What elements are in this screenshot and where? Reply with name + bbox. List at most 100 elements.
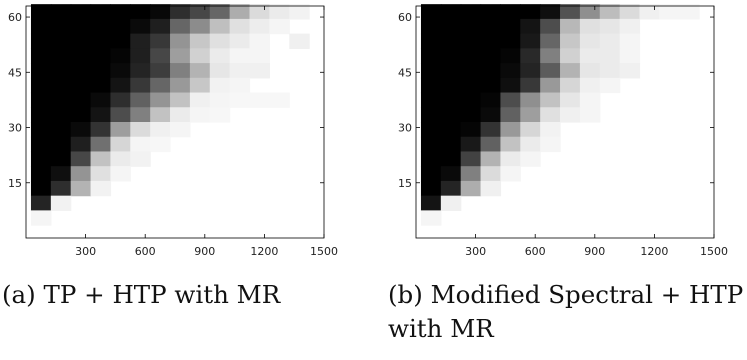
heatmap-cell: [30, 4, 52, 20]
heatmap-cell: [249, 18, 270, 35]
heatmap-cell: [209, 92, 231, 108]
heatmap-cell: [130, 63, 151, 79]
y-tick-label: 45: [398, 66, 412, 79]
heatmap-cell: [269, 18, 290, 35]
heatmap-cell: [189, 18, 211, 35]
heatmap-cell: [480, 63, 502, 79]
heatmap-cell: [500, 151, 521, 167]
heatmap-cell: [599, 4, 621, 20]
heatmap-cell: [440, 92, 462, 108]
heatmap-cell: [170, 107, 191, 123]
heatmap-cell: [30, 63, 52, 79]
heatmap-cell: [520, 63, 541, 79]
x-tick-label: 1500: [310, 245, 338, 258]
heatmap-cell: [70, 166, 92, 182]
heatmap-cell: [460, 107, 482, 123]
heatmap-cell: [70, 136, 92, 153]
heatmap-cell: [70, 151, 92, 167]
heatmap-cell: [170, 77, 191, 94]
heatmap-cell: [90, 151, 112, 167]
heatmap-cell: [50, 33, 72, 49]
heatmap-cell: [70, 92, 92, 108]
heatmap-cell: [480, 33, 502, 49]
heatmap-cell: [440, 195, 462, 211]
heatmap-cell: [560, 92, 581, 108]
x-tick-label: 300: [75, 245, 96, 258]
heatmap-cell: [579, 92, 601, 108]
heatmap-cell: [520, 77, 541, 94]
heatmap-cell: [150, 92, 171, 108]
heatmap-cell: [30, 107, 52, 123]
heatmap-cell: [269, 4, 290, 20]
heatmap-cell: [170, 4, 191, 20]
y-tick-label: 15: [398, 177, 412, 190]
heatmap-cell: [579, 4, 601, 20]
heatmap-cell: [70, 122, 92, 138]
heatmap-cell: [70, 77, 92, 94]
heatmap-cell: [50, 18, 72, 35]
heatmap-cell: [500, 107, 521, 123]
heatmap-cell: [540, 92, 561, 108]
heatmap-cell: [560, 107, 581, 123]
heatmap-cell: [420, 210, 442, 226]
heatmap-cell: [50, 92, 72, 108]
heatmap-cell: [560, 18, 581, 35]
heatmap-cell: [150, 4, 171, 20]
heatmap-cell: [420, 77, 442, 94]
heatmap-cell: [420, 122, 442, 138]
heatmap-cell: [150, 122, 171, 138]
heatmap-cell: [420, 195, 442, 211]
heatmap-cell: [30, 166, 52, 182]
heatmap-cell: [130, 92, 151, 108]
heatmap-cell: [460, 63, 482, 79]
heatmap-cell: [229, 48, 251, 64]
heatmap-cell: [130, 18, 151, 35]
heatmap-cell: [480, 107, 502, 123]
heatmap-cell: [560, 77, 581, 94]
heatmap-cell: [130, 48, 151, 64]
y-tick-label: 45: [8, 66, 22, 79]
heatmap-cell: [420, 33, 442, 49]
y-tick-label: 30: [8, 122, 22, 135]
heatmap-cell: [249, 92, 270, 108]
heatmap-cell: [579, 48, 601, 64]
heatmap-cell: [460, 18, 482, 35]
heatmap-cell: [170, 18, 191, 35]
heatmap-cell: [110, 151, 131, 167]
heatmap-cell: [30, 33, 52, 49]
x-tick-label: 1500: [700, 245, 728, 258]
heatmap-cell: [189, 77, 211, 94]
heatmap-cell: [540, 4, 561, 20]
heatmap-cell: [599, 18, 621, 35]
heatmap-cell: [639, 4, 660, 20]
heatmap-cell: [420, 4, 442, 20]
heatmap-cell: [110, 77, 131, 94]
heatmap-cell: [189, 63, 211, 79]
x-tick-label: 900: [194, 245, 215, 258]
heatmap-cell: [150, 77, 171, 94]
heatmap-cell: [90, 63, 112, 79]
x-tick-label: 300: [465, 245, 486, 258]
heatmap-cell: [480, 122, 502, 138]
heatmap-cell: [90, 33, 112, 49]
heatmap-cell: [560, 4, 581, 20]
heatmap-cell: [150, 33, 171, 49]
heatmap-cell: [579, 63, 601, 79]
heatmap-cell: [460, 151, 482, 167]
heatmap-cell: [170, 92, 191, 108]
heatmap-cell: [50, 107, 72, 123]
heatmap-cell: [420, 92, 442, 108]
x-tick-label: 1200: [250, 245, 278, 258]
heatmap-cell: [440, 63, 462, 79]
heatmap-cell: [619, 33, 641, 49]
heatmap-cell: [249, 33, 270, 49]
heatmap-cell: [30, 195, 52, 211]
heatmap-cell: [229, 77, 251, 94]
heatmap-cell: [50, 195, 72, 211]
heatmap-cell: [500, 136, 521, 153]
heatmap-cell: [229, 92, 251, 108]
heatmap-cell: [540, 33, 561, 49]
heatmap-cell: [480, 4, 502, 20]
heatmap-cell: [110, 166, 131, 182]
heatmap-cell: [659, 4, 680, 20]
